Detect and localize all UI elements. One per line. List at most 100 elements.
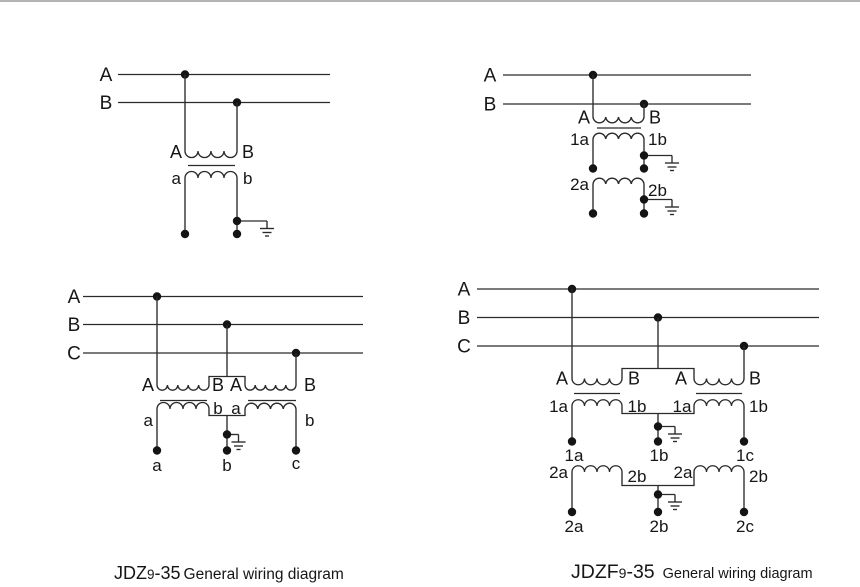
secondary-windings-2: 2a 2b 2a 2b 2a 2b 2c (549, 463, 768, 536)
terminal-label: b (222, 456, 231, 475)
bus-label-b: B (484, 95, 497, 116)
winding-label: A (675, 369, 687, 389)
winding-label: B (649, 108, 661, 128)
coil (156, 384, 210, 391)
circuit-jdz-single: A B A B a b (100, 65, 330, 239)
terminal-label: 2c (736, 517, 754, 536)
winding-label: 1a (549, 397, 568, 416)
winding-label: 2b (749, 467, 768, 486)
winding-label: A (556, 369, 568, 389)
terminal-label: 1c (736, 446, 754, 465)
winding-label: 2a (674, 463, 693, 482)
bus-label-b: B (100, 93, 113, 114)
terminal-dot (739, 437, 749, 446)
winding-label: b (305, 411, 314, 430)
primary-windings: A B A B (142, 296, 316, 395)
coil (184, 150, 238, 159)
coil (693, 465, 745, 473)
bus-lines: A B (100, 65, 330, 114)
coil (592, 132, 645, 140)
junction-dot (222, 430, 232, 439)
winding-label: 1a (570, 130, 589, 149)
terminal-dot (180, 229, 190, 239)
coil (244, 384, 297, 391)
coil (693, 399, 745, 407)
coil (592, 177, 645, 185)
model-suffix: -35 (626, 561, 655, 583)
winding-label: A (170, 142, 182, 162)
winding-label: B (304, 375, 316, 395)
coil (693, 378, 745, 386)
terminal-dot (653, 507, 663, 517)
winding-label: a (172, 169, 182, 188)
winding-label: 1b (628, 397, 647, 416)
winding-label: B (628, 369, 640, 389)
winding-label: 2a (549, 463, 568, 482)
bus-lines: A B C (457, 280, 819, 358)
terminal-dot (653, 437, 663, 446)
terminal-dot (639, 209, 649, 218)
terminal-dot (639, 164, 649, 173)
model-prefix: JDZF (571, 561, 619, 583)
terminal-label: 1b (650, 446, 669, 465)
junction-dot (639, 195, 649, 204)
coil (571, 399, 623, 407)
ground-symbol (230, 433, 247, 451)
ground-symbol (259, 220, 275, 237)
coil (571, 465, 623, 473)
caption-jdzf9-35: JDZF9-35 General wiring diagram (571, 561, 813, 583)
secondary-windings: a b a b a b c (144, 399, 315, 475)
model-prefix: JDZ (114, 563, 147, 583)
bus-label-b: B (68, 315, 81, 336)
bus-lines: A B C (67, 287, 363, 365)
circuit-jdzf-three-phase: A B C A B A B (457, 280, 819, 536)
terminal-label: 2a (565, 517, 584, 536)
bus-label-c: C (457, 337, 471, 358)
terminal-dot (232, 229, 242, 239)
coil (571, 378, 623, 386)
winding-label: b (243, 169, 252, 188)
ground-symbol (664, 198, 680, 216)
bus-label-a: A (484, 66, 497, 87)
page-top-border (0, 0, 860, 2)
terminal-dot (567, 507, 577, 517)
circuit-jdzf-single: A B A B 1a 1b (484, 66, 751, 218)
ground-symbol (667, 493, 683, 511)
bus-label-a: A (100, 65, 113, 86)
terminal-dot (588, 209, 598, 218)
winding-label: A (578, 108, 590, 128)
bus-lines: A B (484, 66, 751, 116)
model-subscript: 9 (618, 565, 627, 581)
ground-symbol (664, 154, 680, 172)
terminal-label: 1a (565, 446, 584, 465)
coil (156, 401, 210, 410)
primary-bracket (208, 375, 246, 385)
caption-description: General wiring diagram (183, 566, 344, 583)
primary-bracket (621, 367, 695, 379)
coil (184, 170, 238, 179)
winding-label: a (144, 411, 154, 430)
junction-dot (653, 490, 663, 499)
terminal-dot (152, 446, 162, 455)
terminal-dot (739, 507, 749, 517)
model-name: JDZ9-35 (114, 563, 181, 583)
winding-label: 1b (648, 130, 667, 149)
winding-label: 1a (673, 397, 692, 416)
primary-winding: A B (170, 74, 254, 162)
winding-label: A (230, 375, 242, 395)
terminal-label: c (292, 454, 301, 473)
winding-label: b (213, 399, 222, 418)
winding-label: B (749, 369, 761, 389)
coil (592, 116, 645, 124)
model-name: JDZF9-35 (571, 561, 655, 583)
caption-description: General wiring diagram (662, 566, 813, 582)
winding-label: a (231, 399, 241, 418)
winding-label: B (212, 375, 224, 395)
terminal-dot (588, 164, 598, 173)
circuit-jdz-three-phase: A B C A B A B (67, 287, 363, 475)
terminal-label: a (152, 456, 162, 475)
bus-label-c: C (67, 344, 81, 365)
winding-label: 2a (570, 175, 589, 194)
bus-label-a: A (68, 287, 81, 308)
